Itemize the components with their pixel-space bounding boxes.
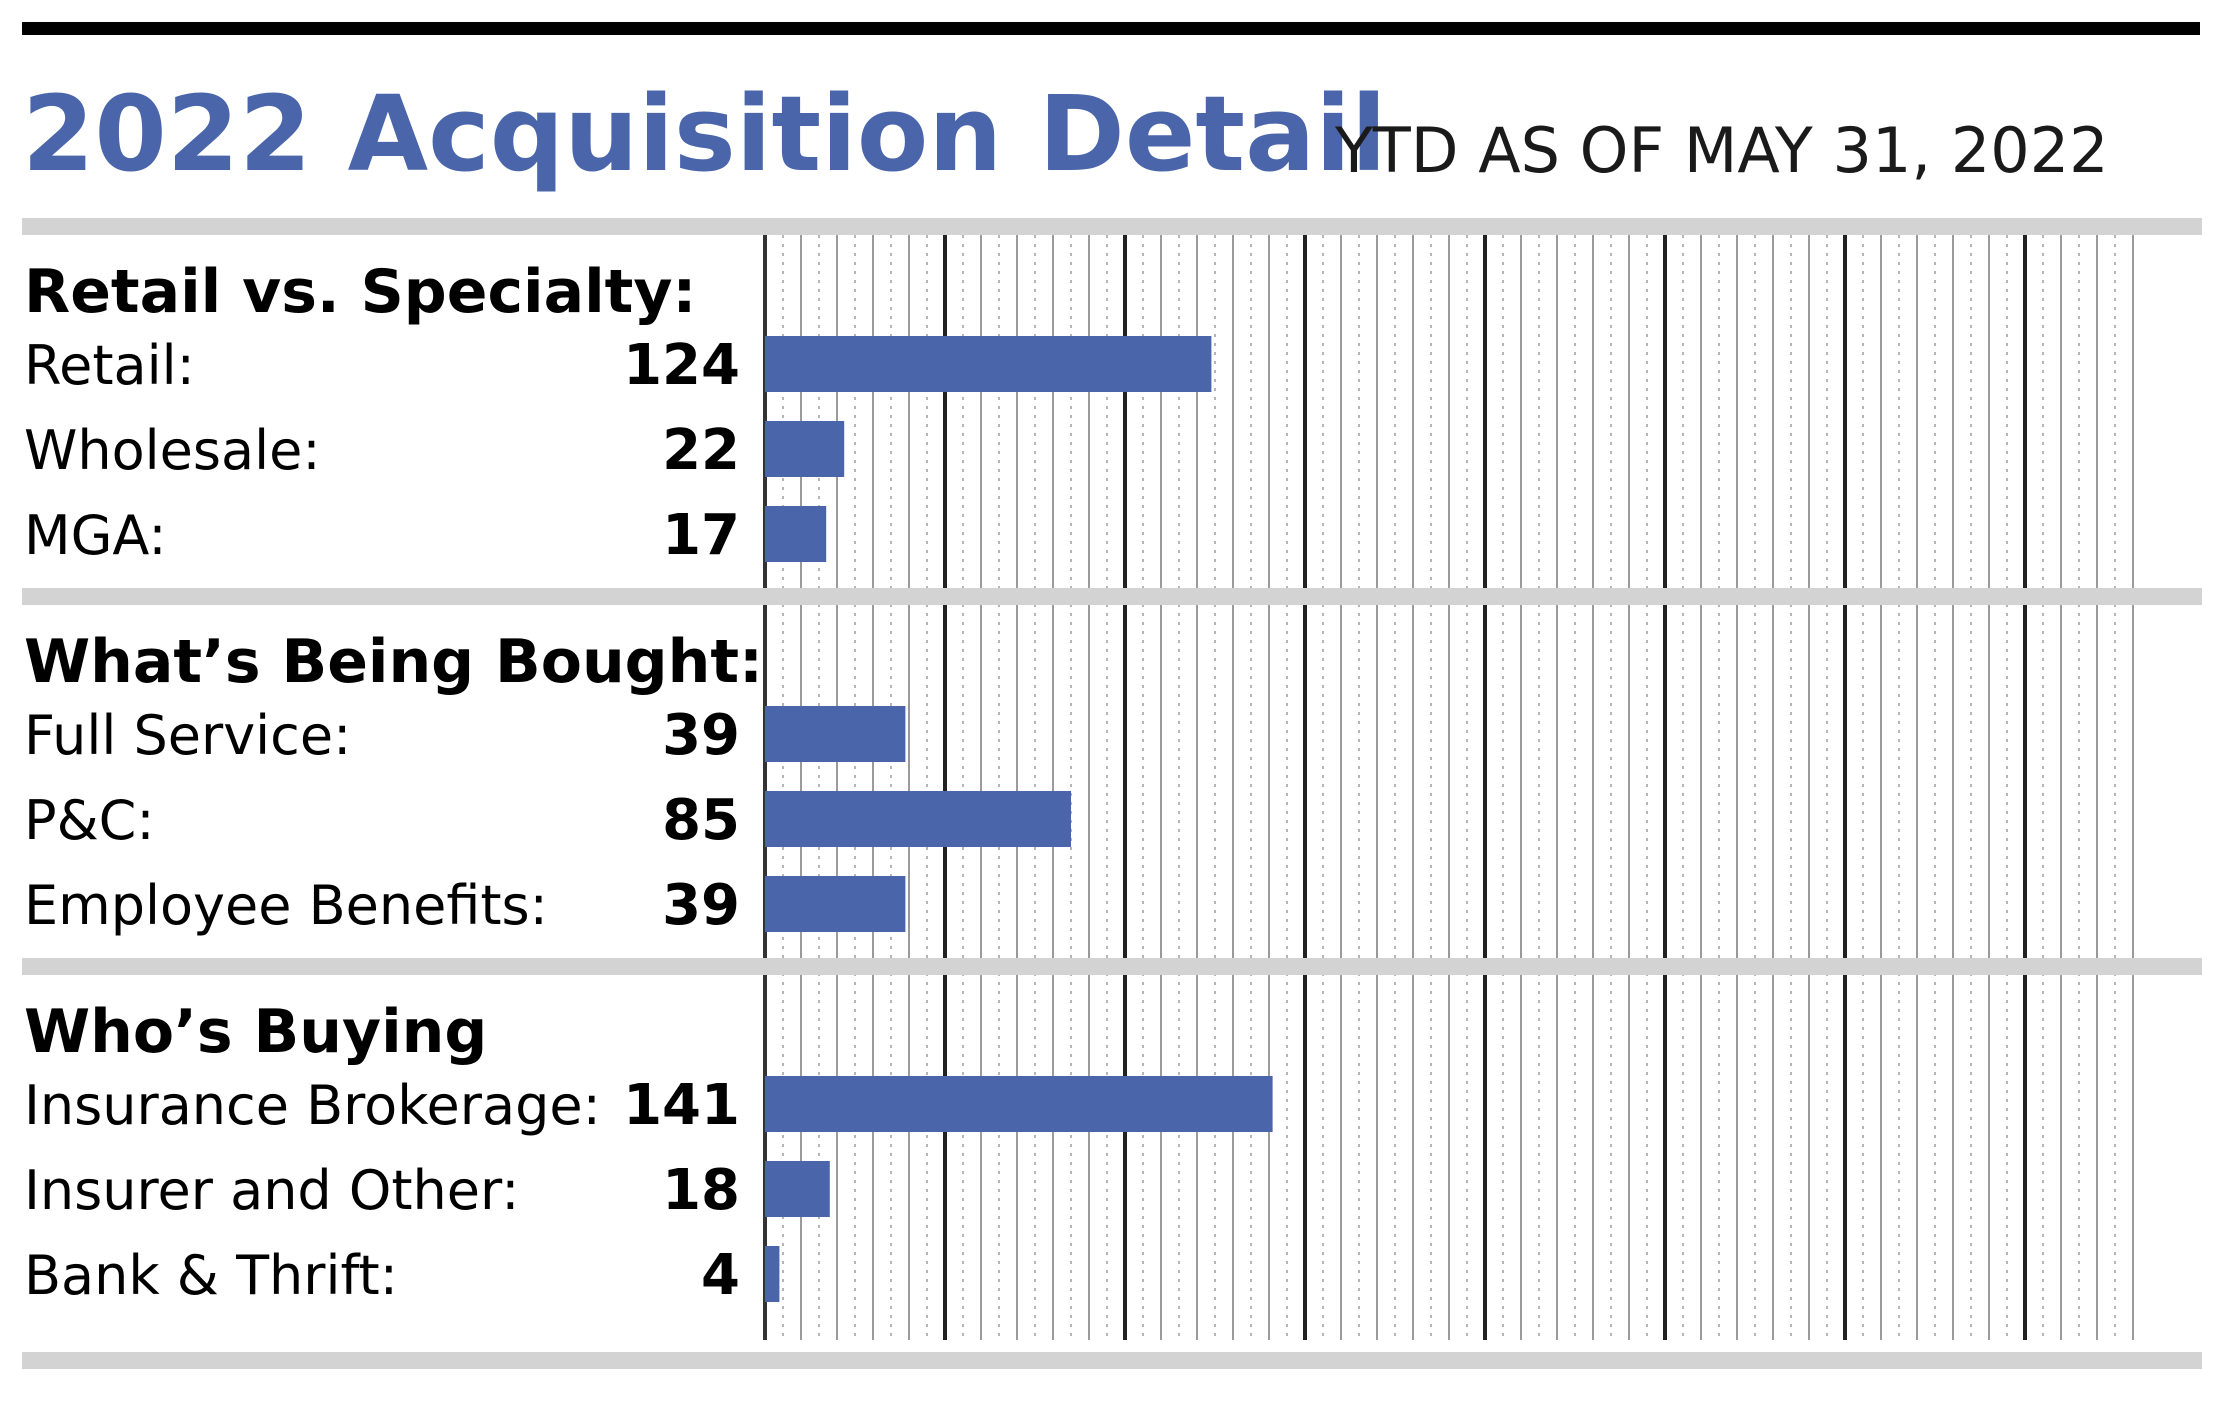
category-label: Retail:	[24, 334, 195, 397]
bar	[765, 336, 1212, 392]
separator-band	[22, 1352, 2202, 1369]
chart-subtitle: YTD AS OF MAY 31, 2022	[1334, 114, 2109, 187]
bar-group: Who’s Buying Insurance Brokerage: 141 Insur…	[24, 997, 1273, 1308]
bar	[765, 1076, 1273, 1132]
category-label: Employee Benefits:	[24, 874, 548, 937]
value-label: 4	[701, 1243, 740, 1308]
bar	[765, 506, 827, 562]
category-label: Insurer and Other:	[24, 1159, 519, 1222]
top-rule	[22, 22, 2200, 35]
group-heading: Retail vs. Specialty:	[24, 257, 696, 327]
group-heading: Who’s Buying	[24, 997, 487, 1067]
value-label: 39	[662, 873, 740, 938]
separator-band	[22, 218, 2202, 235]
chart-body: Retail vs. Specialty: Retail: 124 Wholesale…	[24, 257, 1273, 1308]
value-label: 39	[662, 703, 740, 768]
category-label: P&C:	[24, 789, 155, 852]
bar	[765, 421, 845, 477]
value-label: 22	[662, 418, 740, 483]
value-label: 141	[623, 1073, 740, 1138]
value-label: 17	[662, 503, 740, 568]
bar-group: Retail vs. Specialty: Retail: 124 Wholesale…	[24, 257, 1212, 568]
bar	[765, 876, 906, 932]
bar-group: What’s Being Bought: Full Service: 39 P&C: 8…	[24, 627, 1071, 938]
separator-bands	[22, 218, 2202, 1369]
category-label: Insurance Brokerage:	[24, 1074, 601, 1137]
value-label: 124	[623, 333, 740, 398]
gridlines	[763, 235, 2134, 1340]
group-heading: What’s Being Bought:	[24, 627, 763, 697]
bar	[765, 1246, 780, 1302]
category-label: MGA:	[24, 504, 167, 567]
separator-band	[22, 958, 2202, 975]
bar	[765, 791, 1071, 847]
category-label: Wholesale:	[24, 419, 321, 482]
bar	[765, 706, 906, 762]
value-label: 18	[662, 1158, 740, 1223]
separator-band	[22, 588, 2202, 605]
value-label: 85	[662, 788, 740, 853]
category-label: Full Service:	[24, 704, 351, 767]
bar	[765, 1161, 830, 1217]
chart-title: 2022 Acquisition Detail	[22, 73, 1387, 195]
category-label: Bank & Thrift:	[24, 1244, 398, 1307]
